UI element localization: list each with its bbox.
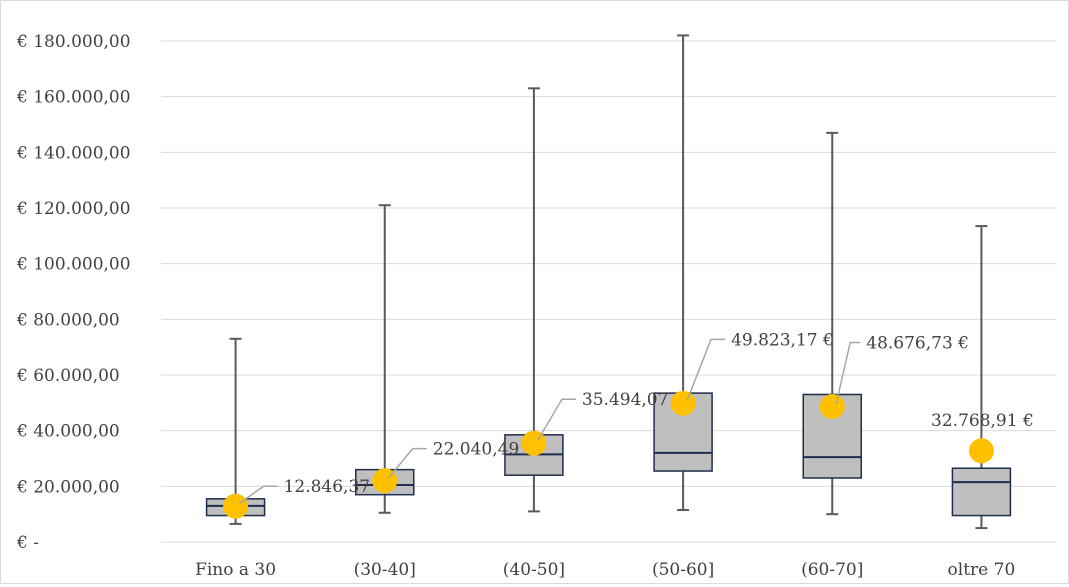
y-tick-label: € 180.000,00	[16, 32, 131, 52]
mean-marker	[223, 493, 249, 519]
y-tick-label: € 40.000,00	[16, 422, 120, 442]
x-tick-label: (30-40]	[354, 560, 416, 580]
mean-marker	[819, 394, 845, 420]
mean-data-label: 22.040,49 €	[433, 440, 536, 460]
mean-marker	[670, 390, 696, 416]
data-label-leader	[239, 485, 278, 504]
data-label-leader	[686, 338, 726, 401]
mean-data-label: 12.846,37 €	[284, 477, 387, 497]
data-label-leader	[388, 447, 427, 479]
y-tick-label: € 60.000,00	[16, 366, 120, 386]
data-label-leader	[835, 341, 861, 404]
y-tick-label: € 20.000,00	[16, 477, 120, 497]
data-label-leader	[537, 398, 576, 441]
mean-data-label: 32.768,91 €	[931, 411, 1034, 431]
mean-data-label: 35.494,07 €	[582, 390, 685, 410]
y-tick-label: € 80.000,00	[16, 310, 120, 330]
y-tick-label: € 100.000,00	[16, 255, 131, 275]
y-tick-label: € 160.000,00	[16, 88, 131, 108]
x-tick-label: oltre 70	[948, 560, 1016, 580]
x-tick-label: (40-50]	[503, 560, 565, 580]
y-tick-label: € 120.000,00	[16, 199, 131, 219]
y-tick-label: € -	[16, 533, 39, 553]
mean-data-label: 49.823,17 €	[731, 330, 834, 350]
x-tick-label: (50-60]	[652, 560, 714, 580]
x-tick-label: (60-70]	[801, 560, 863, 580]
mean-marker	[968, 438, 994, 464]
mean-data-label: 48.676,73 €	[866, 334, 969, 354]
y-tick-label: € 140.000,00	[16, 143, 131, 163]
mean-marker	[521, 430, 547, 456]
x-tick-label: Fino a 30	[195, 560, 276, 580]
box	[951, 467, 1012, 517]
